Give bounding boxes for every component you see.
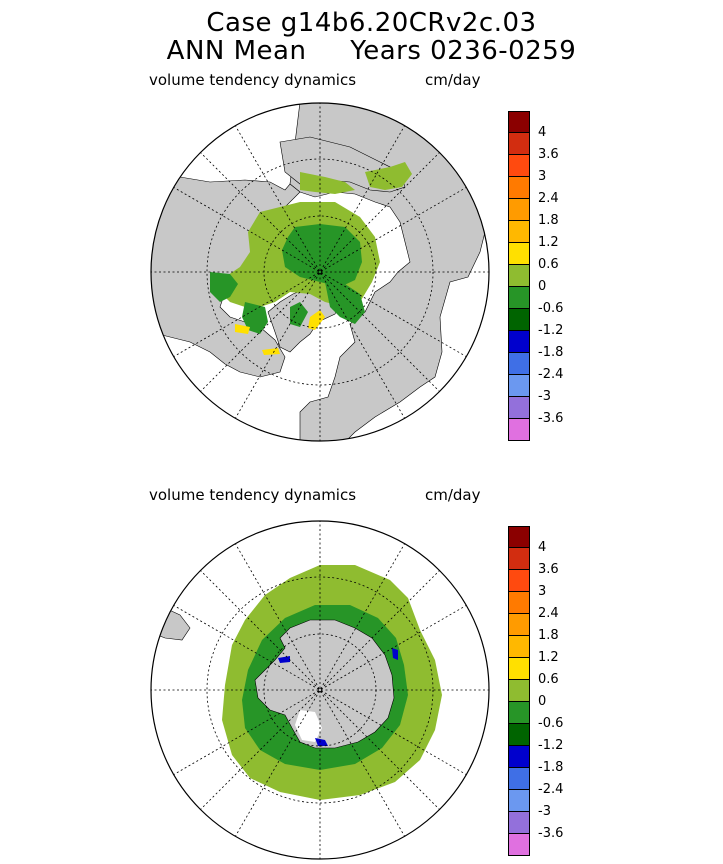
colorbar-north-tick-label: -3 (538, 389, 551, 404)
colorbar-north-tick-label: -3.6 (538, 411, 564, 426)
ice-dark-green-baffin (290, 302, 308, 327)
colorbar-south-swatch (508, 592, 530, 614)
ice-dark-green-hudson (242, 302, 268, 334)
colorbar-north-tick-label: -0.6 (538, 301, 564, 316)
colorbar-north-swatch (508, 419, 530, 441)
colorbar-south-tick-label: -3 (538, 804, 551, 819)
colorbar-north (508, 111, 530, 441)
land-antarctica (254, 619, 395, 749)
colorbar-north-tick-label: 3 (538, 169, 547, 184)
colorbar-south-swatch (508, 724, 530, 746)
colorbar-south-tick-label: 3.6 (538, 562, 559, 577)
colorbar-north-swatch (508, 397, 530, 419)
colorbar-north-swatch (508, 199, 530, 221)
south-polar-map (150, 520, 490, 860)
colorbar-south-swatch (508, 548, 530, 570)
colorbar-south-swatch (508, 526, 530, 548)
colorbar-north-tick-label: 2.4 (538, 191, 559, 206)
colorbar-north-swatch (508, 177, 530, 199)
panel-variable-label-south: volume tendency dynamics (149, 486, 357, 504)
colorbar-south-swatch (508, 768, 530, 790)
colorbar-south-swatch (508, 834, 530, 856)
colorbar-north-swatch (508, 133, 530, 155)
colorbar-south-swatch (508, 614, 530, 636)
coastal-open-water (295, 710, 322, 742)
colorbar-south-tick-label: -1.8 (538, 760, 564, 775)
colorbar-south-tick-label: 0 (538, 694, 547, 709)
colorbar-north-tick-label: 0.6 (538, 257, 559, 272)
colorbar-south-swatch (508, 680, 530, 702)
ice-dark-green-atlantic (325, 282, 365, 324)
colorbar-north-swatch (508, 265, 530, 287)
colorbar-north-swatch (508, 243, 530, 265)
colorbar-south-tick-label: 3 (538, 584, 547, 599)
colorbar-south-tick-label: -0.6 (538, 716, 564, 731)
ice-blue-ross (315, 738, 328, 746)
ice-blue-east (392, 648, 398, 660)
colorbar-north-swatch (508, 353, 530, 375)
colorbar-south-swatch (508, 658, 530, 680)
colorbar-north-swatch (508, 155, 530, 177)
colorbar-north-swatch (508, 331, 530, 353)
period-title: ANN Mean Years 0236-0259 (166, 36, 577, 66)
ice-light-green-east (300, 172, 355, 194)
ice-light-green-pacific (365, 162, 412, 190)
colorbar-north-swatch (508, 375, 530, 397)
colorbar-north-tick-label: -1.8 (538, 345, 564, 360)
case-title: Case g14b6.20CRv2c.03 (206, 8, 537, 38)
ice-dark-green-central (282, 224, 362, 287)
ice-dark-green-labrador (210, 272, 238, 302)
colorbar-south-tick-label: 1.2 (538, 650, 559, 665)
ice-yellow-south (262, 348, 280, 355)
colorbar-south-swatch (508, 636, 530, 658)
colorbar-south-tick-label: 1.8 (538, 628, 559, 643)
colorbar-south-tick-label: -3.6 (538, 826, 564, 841)
colorbar-south-tick-label: 4 (538, 540, 547, 555)
colorbar-north-tick-label: -1.2 (538, 323, 564, 338)
colorbar-north-tick-label: 3.6 (538, 147, 559, 162)
panel-units-north: cm/day (425, 71, 481, 89)
ice-yellow-labrador (235, 324, 250, 334)
colorbar-south-tick-label: 0.6 (538, 672, 559, 687)
colorbar-north-tick-label: -2.4 (538, 367, 564, 382)
colorbar-south-swatch (508, 746, 530, 768)
colorbar-south-swatch (508, 702, 530, 724)
colorbar-south-swatch (508, 570, 530, 592)
colorbar-south-swatch (508, 790, 530, 812)
colorbar-south-tick-label: -1.2 (538, 738, 564, 753)
colorbar-north-swatch (508, 111, 530, 133)
panel-variable-label-north: volume tendency dynamics (149, 71, 357, 89)
colorbar-north-swatch (508, 221, 530, 243)
colorbar-north-swatch (508, 287, 530, 309)
ice-yellow-east-greenland (308, 310, 325, 330)
colorbar-north-tick-label: 1.2 (538, 235, 559, 250)
colorbar-south-swatch (508, 812, 530, 834)
north-polar-map (150, 102, 490, 442)
colorbar-north-tick-label: 0 (538, 279, 547, 294)
panel-units-south: cm/day (425, 486, 481, 504)
colorbar-north-swatch (508, 309, 530, 331)
colorbar-north-tick-label: 4 (538, 125, 547, 140)
ice-blue-weddell (278, 656, 290, 663)
colorbar-north-tick-label: 1.8 (538, 213, 559, 228)
colorbar-south-tick-label: 2.4 (538, 606, 559, 621)
colorbar-south-tick-label: -2.4 (538, 782, 564, 797)
colorbar-south (508, 526, 530, 856)
